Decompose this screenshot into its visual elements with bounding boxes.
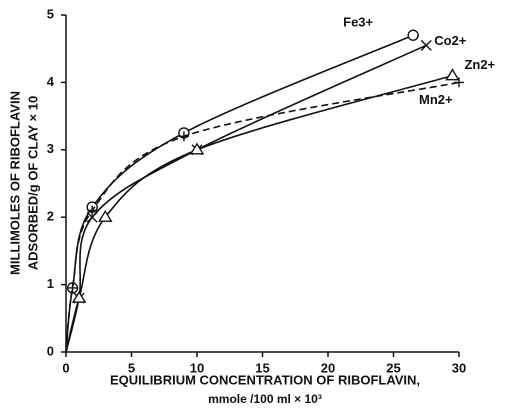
- series-line: [65, 81, 460, 353]
- legend-label: Fe3+: [343, 15, 373, 30]
- y-tick-label: 2: [47, 209, 54, 224]
- legend-label: Zn2+: [464, 57, 495, 72]
- y-tick-label: 3: [47, 141, 54, 156]
- legend-label: Co2+: [434, 33, 467, 48]
- point: [67, 282, 78, 293]
- y-axis-label: ADSORBED/g OF CLAY × 10: [25, 96, 40, 270]
- x-axis-label: mmole /100 ml × 10³: [208, 392, 322, 406]
- y-tick-label: 0: [47, 343, 54, 358]
- point: [189, 142, 205, 155]
- y-tick-label: 4: [47, 74, 55, 89]
- x-tick-label: 15: [255, 360, 269, 375]
- x-tick-label: 20: [321, 360, 335, 375]
- point: [71, 290, 87, 303]
- point: [454, 77, 464, 88]
- x-tick-label: 0: [62, 360, 69, 375]
- y-tick-label: 5: [47, 6, 54, 21]
- point: [86, 211, 98, 223]
- y-tick-label: 1: [47, 276, 54, 291]
- point: [98, 209, 113, 222]
- x-tick-label: 25: [386, 360, 400, 375]
- x-tick-label: 30: [452, 360, 466, 375]
- x-tick-label: 5: [128, 360, 135, 375]
- x-axis-label: EQUILIBRIUM CONCENTRATION OF RIBOFLAVIN,: [110, 372, 420, 387]
- x-tick-label: 10: [190, 360, 204, 375]
- point: [87, 205, 98, 216]
- point: [407, 29, 419, 41]
- point: [445, 68, 460, 81]
- y-axis-label: MILLIMOLES OF RIBOFLAVIN: [7, 91, 22, 275]
- point: [420, 39, 432, 51]
- legend-label: Mn2+: [419, 92, 453, 107]
- point: [178, 131, 189, 142]
